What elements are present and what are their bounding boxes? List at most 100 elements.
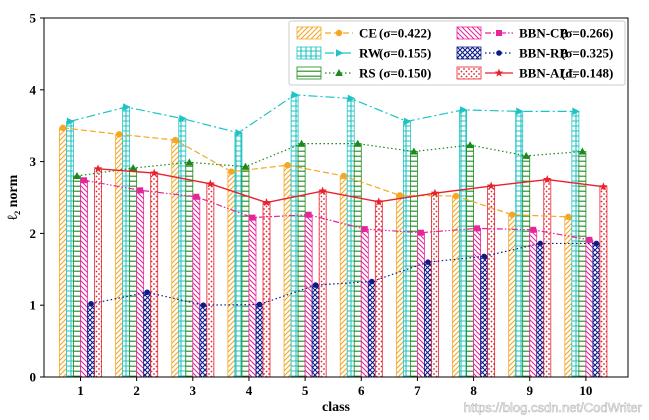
y-tick-label-1: 1	[30, 298, 37, 313]
marker-bbn-cb-7	[417, 229, 424, 236]
line-rs	[76, 143, 583, 177]
marker-rw-7	[403, 117, 412, 126]
bar-ce-7	[395, 194, 404, 378]
x-tick-label-6: 6	[358, 383, 365, 398]
legend-name: CE	[359, 26, 377, 41]
marker-bbn-rb-1	[88, 300, 94, 307]
bar-rs-9	[522, 155, 531, 378]
marker-rs-4	[241, 162, 250, 170]
bar-rs-1	[73, 175, 81, 378]
bar-rs-5	[297, 143, 306, 378]
marker-bbn-all-5	[318, 186, 327, 195]
bar-bbn-all-10	[599, 186, 608, 378]
marker-bbn-cb-5	[305, 211, 312, 218]
legend: CE (σ=0.422)RW(σ=0.155)RS (σ=0.150)BBN-CB(…	[288, 20, 626, 86]
y-tick-label-5: 5	[30, 11, 37, 26]
marker-rs-7	[410, 147, 418, 155]
legend-name: BBN-RB	[519, 46, 568, 61]
bar-bbn-all-4	[262, 202, 271, 378]
marker-bbn-all-2	[149, 168, 159, 177]
bar-bbn-cb-3	[192, 196, 201, 378]
legend-marker	[335, 69, 343, 76]
marker-bbn-all-4	[262, 198, 271, 207]
marker-bbn-rb-2	[144, 289, 150, 296]
marker-ce-2	[115, 131, 123, 138]
legend-sigma: (σ=0.148)	[561, 66, 613, 81]
legend-name: BBN-ALL	[519, 66, 577, 81]
marker-bbn-all-3	[206, 179, 215, 188]
bar-bbn-rb-1	[87, 303, 95, 378]
legend-name: RS	[359, 66, 376, 81]
marker-bbn-cb-8	[474, 225, 481, 232]
marker-bbn-cb-3	[193, 193, 200, 200]
legend-name: BBN-CB	[519, 26, 568, 41]
marker-bbn-rb-5	[312, 282, 319, 288]
bar-rs-6	[353, 143, 362, 378]
bar-bbn-cb-5	[304, 214, 313, 378]
bar-bbn-rb-8	[480, 255, 489, 378]
bar-bbn-rb-4	[255, 304, 264, 378]
legend-item-rw: RW(σ=0.155)	[296, 46, 431, 61]
legend-sigma: (σ=0.150)	[379, 66, 431, 81]
bar-bbn-all-6	[374, 201, 383, 378]
marker-rw-6	[347, 94, 356, 103]
marker-rs-6	[353, 139, 362, 147]
legend-swatch	[296, 26, 322, 40]
marker-bbn-all-9	[543, 175, 552, 184]
marker-rw-1	[66, 117, 75, 126]
legend-swatch	[456, 66, 482, 80]
bar-rw-8	[459, 109, 467, 378]
bar-rw-10	[571, 110, 580, 378]
bar-bbn-cb-2	[136, 189, 145, 378]
marker-rw-8	[460, 106, 468, 114]
legend-marker	[496, 30, 502, 36]
marker-ce-8	[452, 192, 460, 200]
bar-rw-6	[346, 98, 355, 378]
marker-rs-8	[466, 141, 474, 149]
bar-bbn-all-3	[206, 183, 215, 378]
legend-sigma: (σ=0.266)	[561, 26, 613, 41]
bar-rs-10	[578, 151, 587, 378]
watermark: https://blog.csdn.net/CodWriter	[464, 400, 643, 415]
marker-ce-4	[228, 168, 235, 175]
bar-bbn-cb-7	[417, 232, 425, 378]
bar-ce-4	[227, 171, 236, 378]
bar-bbn-rb-2	[143, 291, 152, 378]
x-tick-label-3: 3	[190, 383, 197, 398]
marker-rs-5	[297, 139, 306, 147]
marker-rs-2	[129, 164, 137, 172]
bar-rw-1	[66, 120, 74, 378]
marker-bbn-rb-8	[481, 253, 487, 260]
line-rw	[69, 94, 576, 134]
bar-bbn-rb-5	[311, 284, 320, 378]
bar-rs-4	[241, 166, 250, 378]
marker-rs-10	[578, 147, 587, 155]
y-axis-label: ℓ₂ norm	[6, 174, 21, 221]
marker-rs-1	[73, 171, 81, 179]
y-tick-label-3: 3	[30, 154, 37, 169]
marker-ce-10	[565, 213, 572, 221]
legend-name: RW	[359, 46, 381, 61]
marker-bbn-cb-10	[586, 236, 593, 243]
line-bbn-all	[97, 168, 604, 204]
marker-bbn-cb-4	[249, 214, 256, 221]
bar-rs-8	[466, 144, 474, 378]
bar-rw-3	[178, 118, 187, 378]
legend-marker	[494, 68, 504, 77]
x-tick-label-1: 1	[77, 383, 84, 398]
bar-bbn-all-9	[543, 179, 552, 378]
x-tick-label-8: 8	[470, 383, 477, 398]
bar-bbn-rb-6	[367, 281, 376, 378]
bar-bbn-cb-4	[248, 217, 257, 378]
x-tick-label-9: 9	[526, 383, 533, 398]
y-tick-label-2: 2	[30, 226, 37, 241]
marker-ce-1	[59, 124, 67, 132]
bar-bbn-rb-10	[592, 243, 601, 378]
marker-bbn-all-1	[93, 164, 103, 173]
bar-ce-6	[339, 175, 348, 378]
bar-rw-7	[402, 120, 411, 378]
bar-rs-3	[185, 161, 194, 378]
marker-rw-3	[179, 114, 187, 123]
